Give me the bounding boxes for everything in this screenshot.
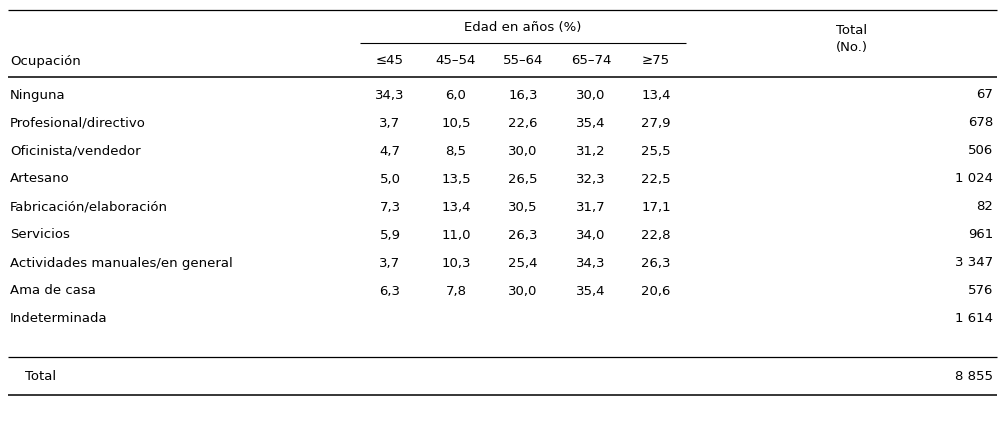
- Text: 25,5: 25,5: [640, 145, 670, 157]
- Text: 34,3: 34,3: [375, 88, 405, 102]
- Text: 7,8: 7,8: [445, 285, 466, 297]
- Text: Edad en años (%): Edad en años (%): [464, 20, 581, 33]
- Text: 17,1: 17,1: [640, 201, 670, 214]
- Text: 506: 506: [967, 145, 992, 157]
- Text: 4,7: 4,7: [379, 145, 400, 157]
- Text: 5,9: 5,9: [379, 228, 400, 242]
- Text: 34,0: 34,0: [576, 228, 605, 242]
- Text: 8,5: 8,5: [445, 145, 466, 157]
- Text: 13,4: 13,4: [441, 201, 470, 214]
- Text: 6,0: 6,0: [445, 88, 466, 102]
- Text: 3,7: 3,7: [379, 256, 400, 269]
- Text: 22,5: 22,5: [640, 173, 670, 186]
- Text: 30,0: 30,0: [508, 285, 537, 297]
- Text: 35,4: 35,4: [576, 285, 605, 297]
- Text: 11,0: 11,0: [441, 228, 470, 242]
- Text: 82: 82: [975, 201, 992, 214]
- Text: 1 614: 1 614: [954, 313, 992, 326]
- Text: 45–54: 45–54: [436, 55, 476, 68]
- Text: 26,3: 26,3: [508, 228, 537, 242]
- Text: 961: 961: [967, 228, 992, 242]
- Text: 3,7: 3,7: [379, 116, 400, 129]
- Text: 35,4: 35,4: [576, 116, 605, 129]
- Text: 34,3: 34,3: [576, 256, 605, 269]
- Text: 8 855: 8 855: [954, 371, 992, 384]
- Text: 32,3: 32,3: [575, 173, 605, 186]
- Text: ≤45: ≤45: [376, 55, 404, 68]
- Text: Actividades manuales/en general: Actividades manuales/en general: [10, 256, 232, 269]
- Text: Fabricación/elaboración: Fabricación/elaboración: [10, 201, 167, 214]
- Text: 1 024: 1 024: [954, 173, 992, 186]
- Text: 26,3: 26,3: [640, 256, 670, 269]
- Text: 55–64: 55–64: [502, 55, 543, 68]
- Text: 13,5: 13,5: [441, 173, 470, 186]
- Text: 30,5: 30,5: [508, 201, 537, 214]
- Text: Artesano: Artesano: [10, 173, 70, 186]
- Text: 576: 576: [967, 285, 992, 297]
- Text: 7,3: 7,3: [379, 201, 400, 214]
- Text: Profesional/directivo: Profesional/directivo: [10, 116, 145, 129]
- Text: 16,3: 16,3: [508, 88, 537, 102]
- Text: 67: 67: [975, 88, 992, 102]
- Text: 20,6: 20,6: [640, 285, 670, 297]
- Text: 30,0: 30,0: [576, 88, 605, 102]
- Text: 5,0: 5,0: [379, 173, 400, 186]
- Text: ≥75: ≥75: [641, 55, 669, 68]
- Text: 22,6: 22,6: [508, 116, 537, 129]
- Text: 25,4: 25,4: [508, 256, 537, 269]
- Text: 30,0: 30,0: [508, 145, 537, 157]
- Text: 31,7: 31,7: [575, 201, 605, 214]
- Text: 6,3: 6,3: [379, 285, 400, 297]
- Text: Ninguna: Ninguna: [10, 88, 65, 102]
- Text: 13,4: 13,4: [640, 88, 670, 102]
- Text: 678: 678: [967, 116, 992, 129]
- Text: 22,8: 22,8: [640, 228, 670, 242]
- Text: 10,3: 10,3: [441, 256, 470, 269]
- Text: Indeterminada: Indeterminada: [10, 313, 107, 326]
- Text: Total: Total: [25, 371, 56, 384]
- Text: 31,2: 31,2: [575, 145, 605, 157]
- Text: Ama de casa: Ama de casa: [10, 285, 96, 297]
- Text: Oficinista/vendedor: Oficinista/vendedor: [10, 145, 140, 157]
- Text: Total
(No.): Total (No.): [835, 24, 867, 53]
- Text: 10,5: 10,5: [441, 116, 470, 129]
- Text: 65–74: 65–74: [570, 55, 610, 68]
- Text: Servicios: Servicios: [10, 228, 70, 242]
- Text: 26,5: 26,5: [508, 173, 537, 186]
- Text: 3 347: 3 347: [954, 256, 992, 269]
- Text: Ocupación: Ocupación: [10, 55, 81, 68]
- Text: 27,9: 27,9: [640, 116, 670, 129]
